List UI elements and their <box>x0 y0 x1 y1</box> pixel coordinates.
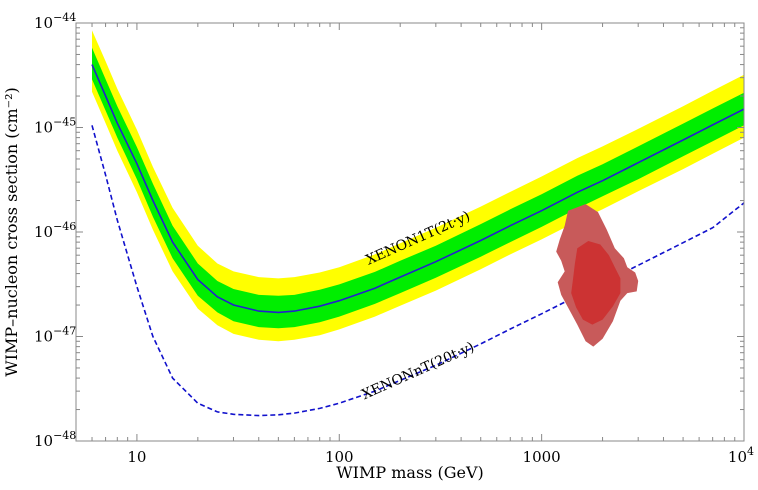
signal-regions <box>556 204 639 347</box>
y-tick-exponent-2: −46 <box>53 220 76 233</box>
y-tick-exponent-1: −47 <box>53 325 76 338</box>
x-axis-label: WIMP mass (GeV) <box>336 463 484 482</box>
y-tick-label-4: 10−44 <box>34 11 76 32</box>
y-tick-label-2: 10−46 <box>34 220 76 241</box>
y-axis-label: WIMP–nucleon cross section (cm⁻²) <box>2 87 21 377</box>
y-tick-exponent-0: −48 <box>53 429 76 442</box>
y-tick-label-3: 10−45 <box>34 116 76 137</box>
y-tick-label-1: 10−47 <box>34 325 76 346</box>
x-tick-label-2: 1000 <box>523 448 561 466</box>
axis-ticks <box>75 22 745 442</box>
x-tick-label-0: 10 <box>127 448 146 466</box>
x-tick-label-3: 104 <box>728 445 754 466</box>
y-tick-label-0: 10−48 <box>34 429 76 450</box>
median-line-series-0 <box>91 64 744 314</box>
credible-region-inner-1 <box>571 241 621 325</box>
x-tick-exponent-3: 4 <box>747 445 754 458</box>
x-tick-label-1: 100 <box>325 448 354 466</box>
y-tick-exponent-4: −44 <box>53 11 76 24</box>
sensitivity-bands <box>92 30 744 342</box>
band-1sigma-series-0 <box>92 47 744 329</box>
y-tick-exponent-3: −45 <box>53 116 76 129</box>
